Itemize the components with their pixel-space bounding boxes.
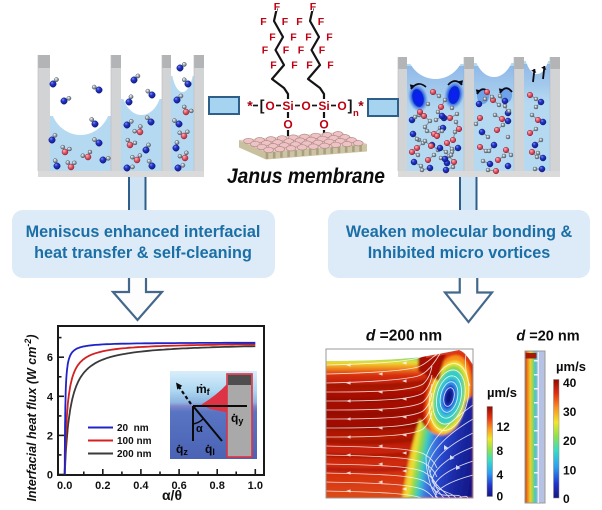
svg-text:40: 40	[563, 376, 577, 390]
svg-text:F: F	[274, 1, 281, 13]
svg-text:4: 4	[47, 391, 54, 403]
svg-text:Meniscus enhanced interfacial: Meniscus enhanced interfacial	[26, 223, 261, 241]
svg-text:O: O	[265, 99, 274, 113]
svg-text:Si: Si	[282, 99, 293, 113]
svg-text:F: F	[269, 32, 276, 44]
svg-text:F: F	[282, 16, 289, 28]
svg-text:O: O	[301, 99, 310, 113]
svg-text:8: 8	[497, 444, 504, 458]
svg-text:*: *	[247, 98, 253, 114]
svg-text:O: O	[319, 118, 328, 132]
svg-text:α: α	[196, 423, 203, 435]
svg-text:30: 30	[563, 405, 577, 419]
svg-text:Weaken molecular bonding &: Weaken molecular bonding &	[346, 223, 573, 241]
svg-text:F: F	[291, 60, 298, 72]
svg-text:O: O	[283, 118, 292, 132]
svg-text:10: 10	[563, 464, 577, 478]
svg-text:α/θ: α/θ	[162, 487, 182, 503]
svg-text:0.2: 0.2	[95, 480, 110, 492]
svg-text:12: 12	[497, 420, 511, 434]
svg-text:F: F	[305, 32, 312, 44]
svg-text:0.4: 0.4	[133, 480, 149, 492]
svg-text:F: F	[310, 1, 317, 13]
svg-text:[: [	[260, 99, 265, 115]
svg-text:d =200 nm: d =200 nm	[366, 328, 442, 345]
svg-text:0.6: 0.6	[171, 480, 186, 492]
svg-text:0: 0	[47, 470, 53, 482]
svg-text:0: 0	[563, 492, 570, 506]
svg-text:F: F	[262, 45, 269, 57]
svg-text:F: F	[298, 45, 305, 57]
svg-text:F: F	[270, 60, 277, 72]
svg-text:*: *	[358, 98, 364, 114]
svg-text:d =20 nm: d =20 nm	[516, 329, 579, 345]
svg-text:Inhibited micro vortices: Inhibited micro vortices	[368, 244, 551, 262]
svg-text:O: O	[337, 99, 346, 113]
svg-text:0.8: 0.8	[210, 480, 225, 492]
svg-text:F: F	[326, 32, 333, 44]
svg-text:F: F	[306, 60, 313, 72]
svg-text:F: F	[327, 60, 334, 72]
svg-text:200 nm: 200 nm	[117, 449, 152, 460]
svg-text:F: F	[283, 45, 290, 57]
svg-text:n: n	[353, 108, 359, 119]
svg-text:20: 20	[563, 434, 577, 448]
svg-text:F: F	[296, 16, 303, 28]
svg-text:Si: Si	[318, 99, 329, 113]
svg-text:µm/s: µm/s	[556, 359, 586, 374]
svg-text:2: 2	[47, 430, 53, 442]
svg-text:6: 6	[47, 352, 53, 364]
svg-text:0.0: 0.0	[57, 480, 72, 492]
svg-text:Janus membrane: Janus membrane	[227, 164, 385, 188]
svg-text:100 nm: 100 nm	[117, 436, 152, 447]
svg-text:1.0: 1.0	[248, 480, 263, 492]
svg-text:q̇l: q̇l	[205, 442, 215, 457]
svg-text:F: F	[319, 45, 326, 57]
svg-text:µm/s: µm/s	[487, 385, 517, 400]
svg-text:F: F	[260, 16, 267, 28]
svg-text:F: F	[290, 32, 297, 44]
svg-text:20 nm: 20 nm	[117, 423, 149, 434]
svg-text:Interfacial heat flux (W cm-2): Interfacial heat flux (W cm-2)	[23, 334, 39, 501]
svg-text:]: ]	[348, 99, 353, 115]
svg-text:0: 0	[497, 490, 504, 504]
svg-text:heat transfer & self-cleaning: heat transfer & self-cleaning	[34, 244, 252, 262]
svg-text:F: F	[318, 16, 325, 28]
svg-text:4: 4	[497, 468, 504, 482]
